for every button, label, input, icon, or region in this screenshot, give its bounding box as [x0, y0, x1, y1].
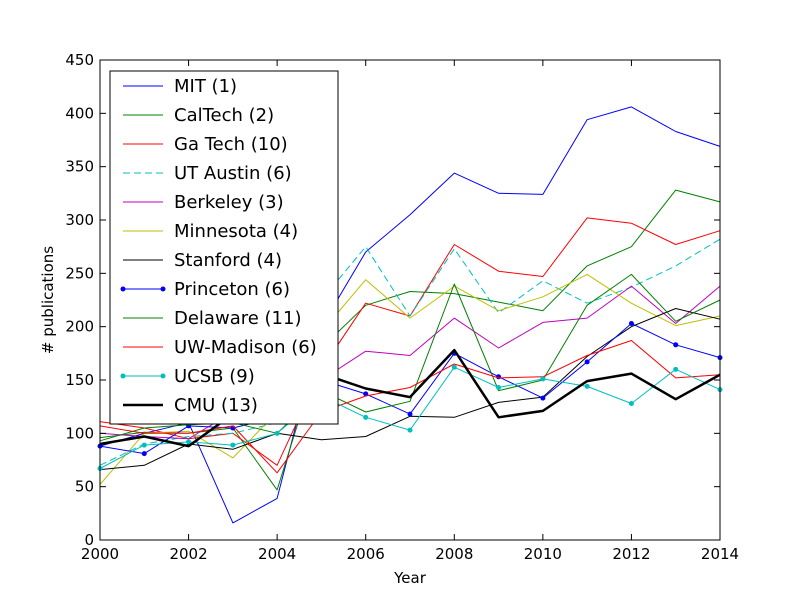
series-line-berkeley-3	[99, 285, 721, 440]
y-tick-label: 0	[84, 531, 94, 549]
legend-label: Princeton (6)	[174, 279, 290, 300]
data-point-ucsb-9	[673, 366, 679, 372]
data-point-princeton-6	[540, 395, 546, 401]
x-tick-label: 2002	[169, 545, 207, 563]
x-tick-label: 2008	[435, 545, 473, 563]
data-point-princeton-6	[363, 391, 369, 397]
x-tick-label: 2012	[612, 545, 650, 563]
x-axis-title: Year	[393, 569, 427, 587]
legend-label: CMU (13)	[174, 395, 258, 416]
data-point-ucsb-9	[274, 430, 280, 436]
data-point-princeton-6	[673, 342, 679, 348]
y-tick-label: 200	[65, 318, 94, 336]
data-point-ucsb-9	[141, 442, 147, 448]
series-line-minnesota-4	[99, 273, 721, 485]
data-point-ucsb-9	[407, 427, 413, 433]
data-point-princeton-6	[141, 451, 147, 457]
data-point-princeton-6	[628, 320, 634, 326]
axes-frame	[99, 59, 721, 541]
data-point-ucsb-9	[540, 376, 546, 382]
data-point-ucsb-9	[584, 383, 590, 389]
data-point-ucsb-9	[496, 384, 502, 390]
data-point-ucsb-9	[451, 364, 457, 370]
legend-marker	[160, 286, 166, 292]
x-tick-label: 2004	[258, 545, 296, 563]
x-tick-label: 2014	[701, 545, 739, 563]
series-line-caltech-2	[99, 189, 721, 491]
legend-marker	[120, 373, 126, 379]
series-line-mit-1	[99, 106, 721, 524]
legend-label: CalTech (2)	[174, 105, 274, 126]
series-line-cmu-13	[99, 348, 721, 448]
y-tick-label: 150	[65, 371, 94, 389]
y-tick-label: 100	[65, 424, 94, 442]
x-axis: 2000 2002 2004 2006 2008 2010 2012 2014	[81, 60, 739, 563]
data-point-ucsb-9	[628, 400, 634, 406]
y-axis: 0 50 100 150 200 250 300 350 400 450	[65, 51, 720, 549]
legend-label: Delaware (11)	[174, 308, 301, 329]
legend-label: UT Austin (6)	[174, 163, 292, 184]
series-line-uw-madison-6	[99, 340, 721, 474]
legend-label: Berkeley (3)	[174, 192, 284, 213]
data-point-princeton-6	[407, 411, 413, 417]
legend-label: UW-Madison (6)	[174, 337, 317, 358]
legend-label: Minnesota (4)	[174, 221, 298, 242]
data-point-princeton-6	[584, 359, 590, 365]
data-point-ucsb-9	[186, 439, 192, 445]
plot-area	[97, 106, 723, 524]
x-tick-label: 2010	[524, 545, 562, 563]
y-tick-label: 350	[65, 158, 94, 176]
legend-label: MIT (1)	[174, 76, 237, 97]
y-tick-label: 400	[65, 104, 94, 122]
y-tick-label: 250	[65, 264, 94, 282]
y-tick-label: 450	[65, 51, 94, 69]
data-point-princeton-6	[496, 374, 502, 380]
legend-box	[109, 70, 339, 425]
y-tick-label: 50	[75, 478, 94, 496]
x-tick-label: 2006	[347, 545, 385, 563]
data-point-ucsb-9	[230, 442, 236, 448]
y-axis-title: # publications	[39, 246, 57, 354]
legend-marker	[160, 373, 166, 379]
x-tick-label: 2000	[81, 545, 119, 563]
y-tick-label: 300	[65, 211, 94, 229]
legend: MIT (1) CalTech (2) Ga Tech (10) UT Austin …	[109, 70, 339, 425]
data-point-ucsb-9	[363, 414, 369, 420]
legend-label: UCSB (9)	[174, 366, 255, 387]
legend-marker	[120, 286, 126, 292]
series-line-ut-austin-6	[99, 238, 721, 466]
legend-label: Stanford (4)	[174, 250, 282, 271]
legend-label: Ga Tech (10)	[174, 134, 288, 155]
